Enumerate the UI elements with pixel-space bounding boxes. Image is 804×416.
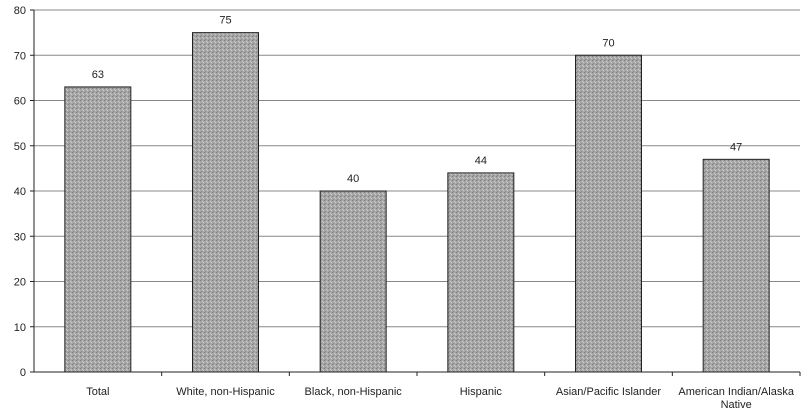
y-tick-label: 0 xyxy=(20,367,26,379)
y-tick-labels: 0 10 20 30 40 50 60 70 80 xyxy=(14,5,26,379)
category-label: Black, non-Hispanic xyxy=(305,386,403,398)
data-label: 44 xyxy=(475,155,487,167)
data-label: 70 xyxy=(602,37,614,49)
data-label: 40 xyxy=(347,173,359,185)
bar xyxy=(192,32,259,373)
y-tick-label: 10 xyxy=(14,322,26,334)
bar xyxy=(319,190,387,373)
category-label: Native xyxy=(721,399,752,411)
y-tick-label: 60 xyxy=(14,96,26,108)
y-tick-label: 80 xyxy=(14,5,26,17)
y-tick-label: 40 xyxy=(14,186,26,198)
data-label: 75 xyxy=(219,15,231,27)
category-labels: Total White, non-Hispanic Black, non-Hispa… xyxy=(86,386,795,411)
y-tick-label: 20 xyxy=(14,277,26,289)
bar xyxy=(575,54,642,373)
bar xyxy=(64,86,132,373)
category-label: Hispanic xyxy=(460,386,503,398)
y-tick-label: 30 xyxy=(14,231,26,243)
bar xyxy=(702,158,770,373)
data-label: 47 xyxy=(730,141,742,153)
data-labels: 63 75 40 44 70 47 xyxy=(92,15,743,185)
y-tick-label: 70 xyxy=(14,50,26,62)
gridlines xyxy=(30,9,800,373)
y-tick-label: 50 xyxy=(14,141,26,153)
category-label: White, non-Hispanic xyxy=(176,386,275,398)
data-label: 63 xyxy=(92,69,104,81)
bar xyxy=(447,172,515,373)
bars xyxy=(64,32,801,376)
category-label: American Indian/Alaska xyxy=(678,386,794,398)
category-label: Asian/Pacific Islander xyxy=(556,386,661,398)
category-label: Total xyxy=(86,386,109,398)
axes xyxy=(33,10,800,373)
